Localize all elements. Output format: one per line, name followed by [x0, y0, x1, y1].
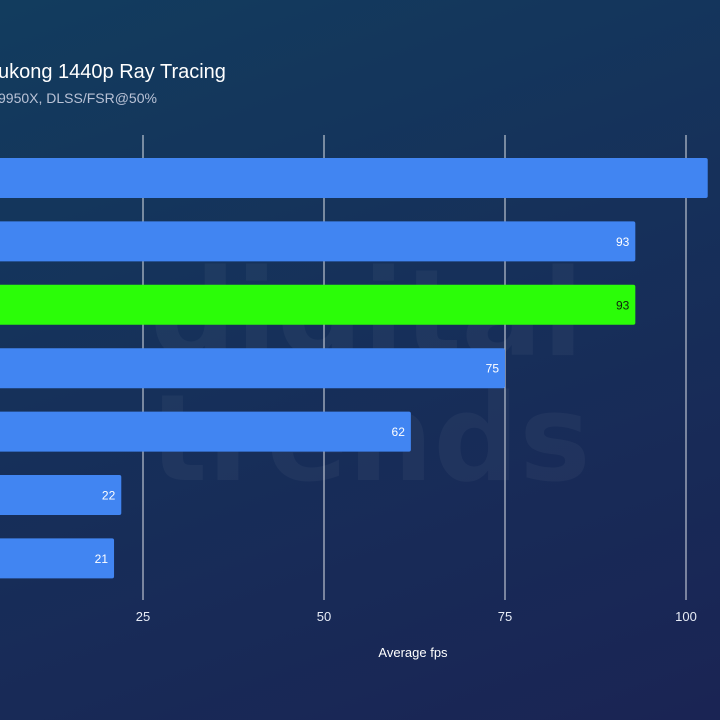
- bar: [0, 538, 115, 579]
- bar-value-label: 62: [392, 425, 406, 439]
- bar: [0, 411, 411, 452]
- chart-title: ukong 1440p Ray Tracing: [0, 61, 226, 83]
- x-tick-label: 50: [317, 609, 331, 624]
- bar-value-label: 22: [102, 489, 116, 503]
- bar: [0, 348, 505, 389]
- bar-value-label: 93: [616, 298, 630, 312]
- bar-value-label: 75: [486, 362, 500, 376]
- x-tick-labels: 25 50 75 100: [136, 609, 697, 624]
- bars: 93 93 75 62 22 21: [0, 158, 708, 579]
- x-tick-label: 75: [498, 609, 512, 624]
- bar-value-label: 93: [616, 235, 630, 249]
- x-axis-label: Average fps: [378, 645, 448, 660]
- x-tick-label: 100: [675, 609, 697, 624]
- bar-value-label: 21: [95, 552, 109, 566]
- bar: [0, 221, 636, 262]
- bar-highlighted: [0, 284, 636, 325]
- bar: [0, 475, 122, 515]
- chart-subtitle: 9950X, DLSS/FSR@50%: [0, 90, 157, 106]
- bar: [0, 158, 708, 198]
- x-tick-label: 25: [136, 609, 150, 624]
